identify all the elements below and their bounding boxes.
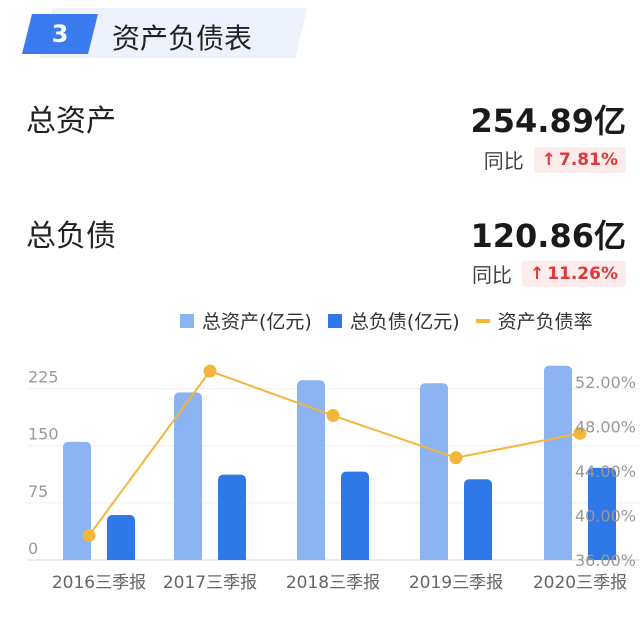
bar-total-assets <box>297 380 325 560</box>
bar-total-assets <box>544 365 572 560</box>
total-liabilities-yoy-label: 同比 <box>471 263 512 287</box>
bar-total-assets <box>420 383 448 560</box>
chart-ticks: 0 75 150 225 36.00% 40.00% 44.00% 48.00% 52.00% 2… <box>28 368 636 593</box>
arrow-up-icon: ↑ <box>529 263 545 284</box>
total-assets-yoy-label: 同比 <box>483 149 524 173</box>
x-tick-label: 2017三季报 <box>163 573 257 593</box>
section-number: 3 <box>51 20 69 48</box>
section-title: 资产负债表 <box>112 22 253 55</box>
chart-legend: 总资产(亿元) 总负债(亿元) 资产负债率 <box>180 307 609 334</box>
y-right-tick-label: 44.00% <box>575 462 636 481</box>
legend-label-total-assets: 总资产(亿元) <box>202 311 312 333</box>
y-right-tick-label: 48.00% <box>575 418 636 437</box>
x-tick-label: 2018三季报 <box>286 573 380 593</box>
bar-total-assets-base <box>63 554 91 560</box>
total-assets-label: 总资产 <box>26 104 116 139</box>
legend-swatch-total-liabilities <box>327 313 342 328</box>
bar-total-liabilities <box>464 479 492 560</box>
bar-total-assets <box>174 392 202 560</box>
total-liabilities-yoy: 同比 ↑ 11.26% <box>472 259 626 288</box>
x-tick-label: 2020三季报 <box>533 573 627 593</box>
y-left-tick-label: 150 <box>28 425 59 444</box>
debt-ratio-point <box>449 451 463 465</box>
total-liabilities-yoy-badge: ↑ 11.26% <box>521 260 626 287</box>
legend-swatch-debt-ratio <box>475 318 490 323</box>
arrow-up-icon: ↑ <box>541 149 557 170</box>
y-right-tick-label: 40.00% <box>575 507 636 526</box>
legend-item-total-liabilities[interactable]: 总负债(亿元) <box>327 307 460 334</box>
bar-total-assets-base <box>174 554 202 560</box>
bar-total-liabilities <box>218 474 246 560</box>
debt-ratio-point <box>203 364 217 378</box>
chart-bars <box>63 365 616 560</box>
debt-ratio-point <box>326 409 340 423</box>
chart-ratio-line <box>82 364 587 543</box>
total-liabilities-label: 总负债 <box>26 219 116 254</box>
legend-label-total-liabilities: 总负债(亿元) <box>349 311 460 333</box>
debt-ratio-line <box>88 369 581 537</box>
section-number-badge: 3 <box>22 14 98 54</box>
legend-swatch-total-assets <box>180 313 194 328</box>
bar-total-liabilities-base <box>341 554 369 560</box>
bar-total-liabilities-base <box>107 554 135 560</box>
x-tick-label: 2019三季报 <box>409 573 503 593</box>
total-assets-yoy-badge: ↑ 7.81% <box>533 146 626 173</box>
bar-total-liabilities <box>107 515 135 560</box>
balance-sheet-chart: 0 75 150 225 36.00% 40.00% 44.00% 48.00% 52.00% 2… <box>28 364 640 593</box>
y-right-tick-label: 36.00% <box>575 551 636 570</box>
bar-total-liabilities <box>341 471 369 560</box>
legend-label-debt-ratio: 资产负债率 <box>497 311 593 333</box>
bar-total-assets-base <box>297 554 325 560</box>
bar-total-assets-base <box>544 554 572 560</box>
section-header: 3 资产负债表 <box>0 8 310 58</box>
total-assets-yoy: 同比 ↑ 7.81% <box>484 145 626 174</box>
bar-total-assets <box>63 441 91 560</box>
y-left-tick-label: 0 <box>28 539 38 558</box>
y-left-tick-label: 225 <box>28 368 59 387</box>
bar-total-liabilities-base <box>218 554 246 560</box>
total-assets-value: 254.89亿 <box>470 102 627 140</box>
y-left-tick-label: 75 <box>28 482 48 501</box>
bar-total-liabilities <box>588 467 616 560</box>
legend-item-total-assets[interactable]: 总资产(亿元) <box>180 307 312 334</box>
legend-item-debt-ratio[interactable]: 资产负债率 <box>475 307 593 334</box>
debt-ratio-point <box>82 529 96 543</box>
y-right-tick-label: 52.00% <box>575 373 636 392</box>
bar-total-liabilities-base <box>588 554 616 560</box>
total-assets-yoy-value: 7.81% <box>559 149 618 170</box>
x-tick-label: 2016三季报 <box>52 573 146 593</box>
total-liabilities-value: 120.86亿 <box>470 217 627 255</box>
debt-ratio-point <box>573 426 587 440</box>
bar-total-assets-base <box>420 554 448 560</box>
total-liabilities-yoy-value: 11.26% <box>547 263 618 284</box>
bar-total-liabilities-base <box>464 554 492 560</box>
